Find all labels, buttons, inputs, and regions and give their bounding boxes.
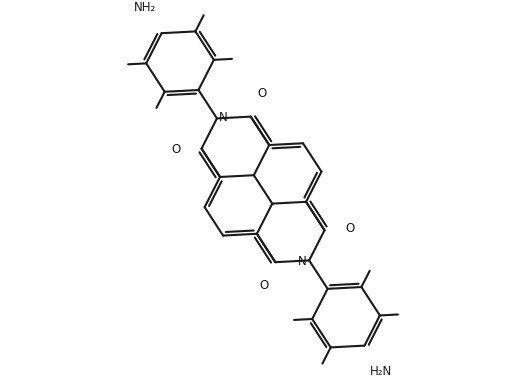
Text: N: N (219, 111, 228, 124)
Text: O: O (258, 87, 267, 100)
Text: N: N (298, 255, 307, 268)
Text: H₂N: H₂N (370, 365, 392, 378)
Text: O: O (171, 143, 181, 157)
Text: NH₂: NH₂ (134, 1, 156, 14)
Text: O: O (259, 279, 268, 291)
Text: O: O (346, 222, 355, 235)
